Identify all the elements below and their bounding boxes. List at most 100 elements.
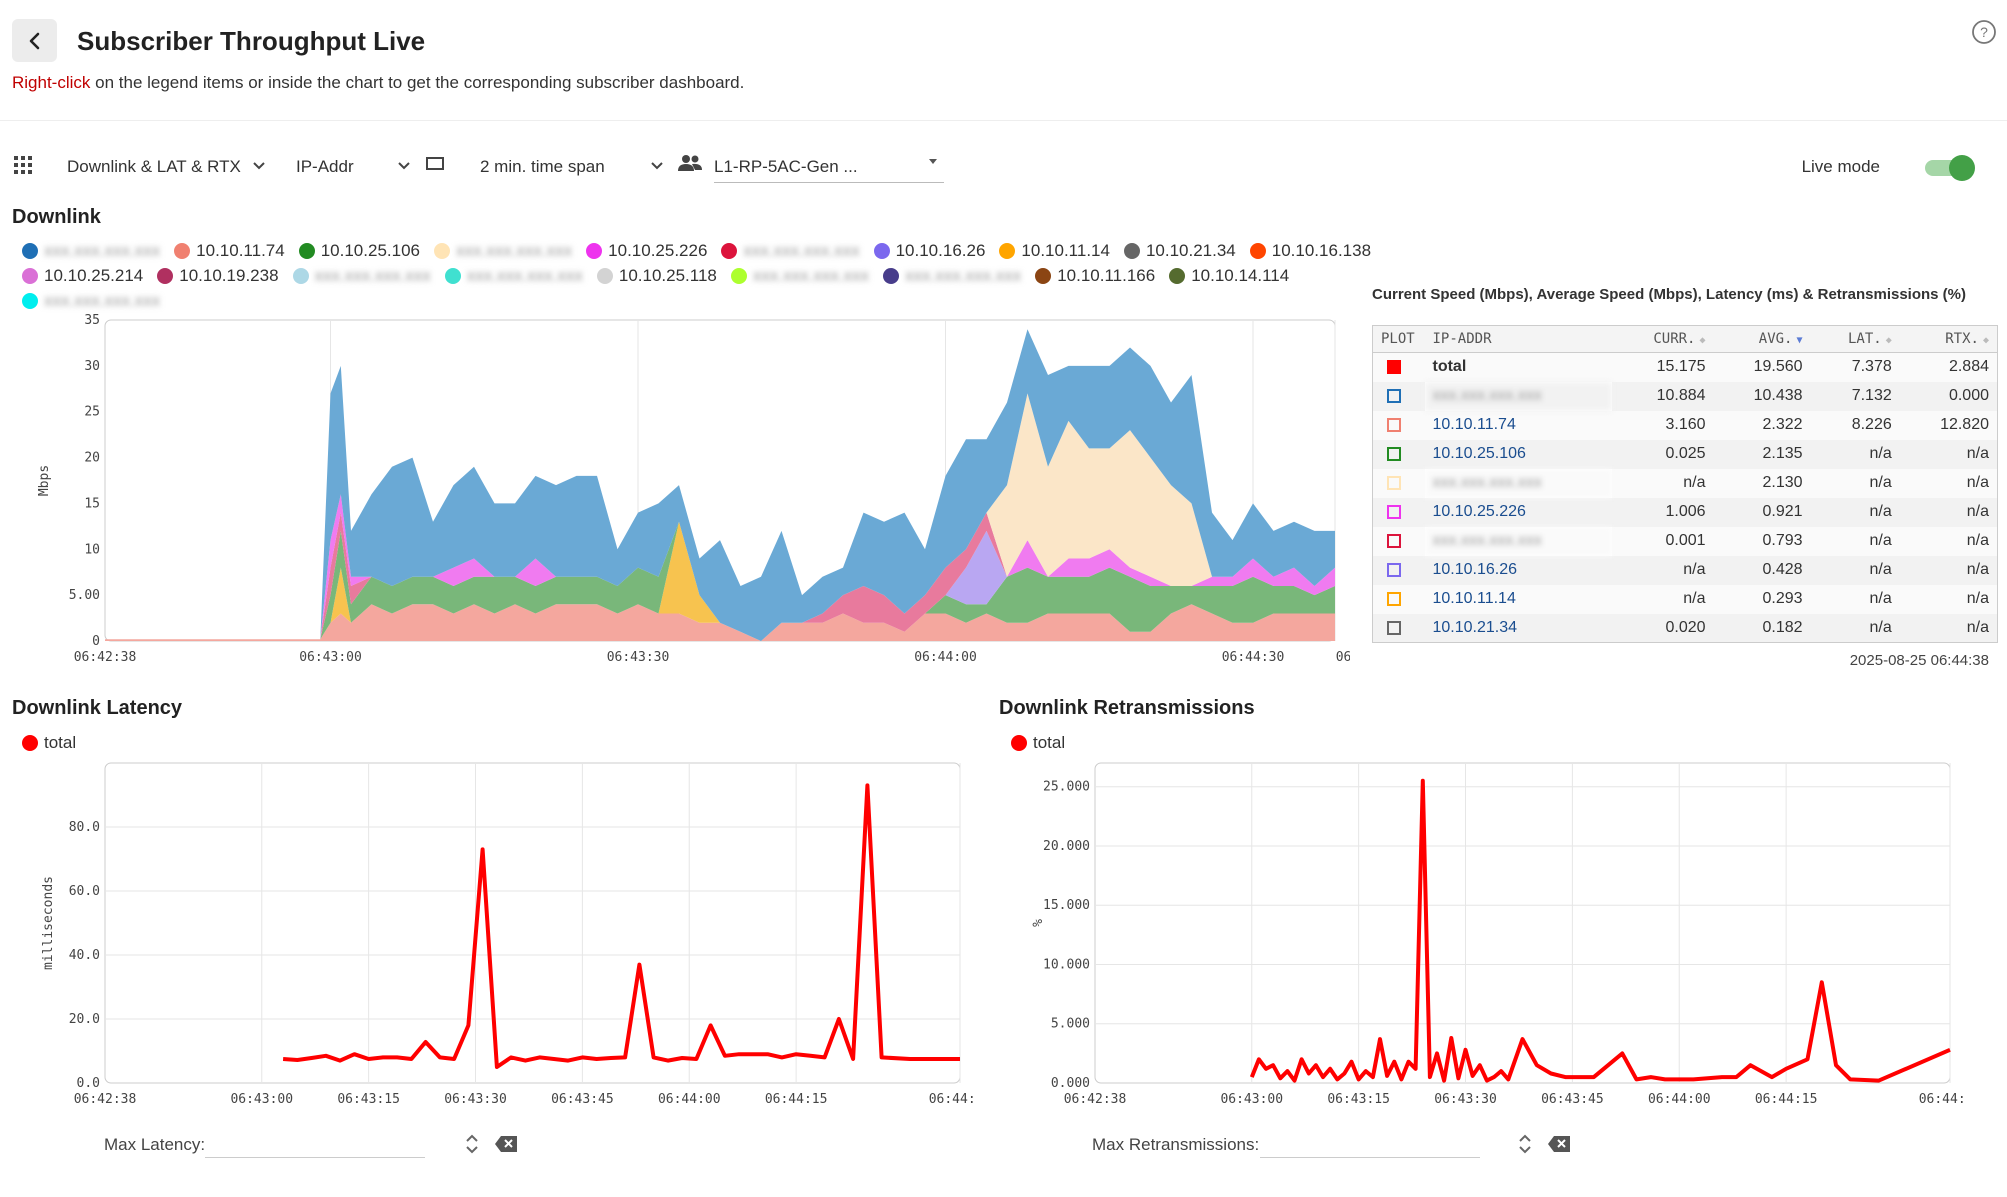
- sort-icon[interactable]: ◆: [1982, 335, 1989, 346]
- legend-item[interactable]: 10.10.25.118: [596, 266, 717, 286]
- table-row[interactable]: 10.10.11.74 3.160 2.322 8.226 12.820: [1372, 410, 1998, 440]
- legend-item[interactable]: 10.10.16.26: [873, 241, 986, 261]
- lat-cell: n/a: [1810, 439, 1900, 469]
- table-row[interactable]: 10.10.25.106 0.025 2.135 n/a n/a: [1372, 439, 1998, 469]
- y-tick-label: 35: [84, 313, 100, 328]
- ip-cell[interactable]: xxx.xxx.xxx.xxx: [1424, 381, 1612, 411]
- legend-item[interactable]: xxx.xxx.xxx.xxx: [433, 241, 572, 261]
- subscriber-group-select[interactable]: L1-RP-5AC-Gen ...: [714, 157, 858, 176]
- apps-grid-icon[interactable]: [14, 156, 32, 179]
- legend-item[interactable]: xxx.xxx.xxx.xxx: [444, 266, 583, 286]
- x-tick-label: 06:44:15: [765, 1092, 828, 1107]
- ip-cell[interactable]: xxx.xxx.xxx.xxx: [1424, 526, 1612, 556]
- ip-cell[interactable]: 10.10.21.34: [1424, 613, 1612, 643]
- ip-cell[interactable]: 10.10.11.74: [1424, 410, 1612, 440]
- col-curr[interactable]: CURR. ◆: [1611, 325, 1714, 353]
- legend-item[interactable]: xxx.xxx.xxx.xxx: [730, 266, 869, 286]
- plot-toggle[interactable]: [1387, 504, 1401, 519]
- legend-item[interactable]: 10.10.25.226: [586, 241, 707, 261]
- table-row[interactable]: 10.10.25.226 1.006 0.921 n/a n/a: [1372, 497, 1998, 527]
- legend-item[interactable]: 10.10.21.34: [1123, 241, 1236, 261]
- rtx-cell: n/a: [1899, 497, 1998, 527]
- legend-dot: [873, 243, 890, 259]
- legend-item[interactable]: xxx.xxx.xxx.xxx: [292, 266, 431, 286]
- ip-cell[interactable]: xxx.xxx.xxx.xxx: [1424, 468, 1612, 498]
- latency-chart[interactable]: 0.0 20.0 40.0 60.0 80.0 milliseconds 06:42:38 0…: [30, 750, 975, 1110]
- y-tick-label: 60.0: [69, 884, 100, 899]
- legend-label: 10.10.16.26: [895, 241, 986, 260]
- caret-down-icon[interactable]: [928, 158, 938, 166]
- legend-item[interactable]: 10.10.16.138: [1249, 241, 1371, 261]
- ip-cell[interactable]: 10.10.25.226: [1424, 497, 1612, 527]
- line-series: [282, 783, 960, 1069]
- table-row[interactable]: 10.10.16.26 n/a 0.428 n/a n/a: [1372, 555, 1998, 585]
- table-row[interactable]: 10.10.21.34 0.020 0.182 n/a n/a: [1372, 613, 1998, 643]
- col-plot[interactable]: PLOT: [1372, 325, 1425, 353]
- col-lat[interactable]: LAT. ◆: [1810, 325, 1900, 353]
- legend-item[interactable]: 10.10.11.166: [1035, 266, 1155, 286]
- col-rtx[interactable]: RTX. ◆: [1899, 325, 1998, 353]
- rtx-cell: n/a: [1899, 555, 1998, 585]
- legend-label: 10.10.25.118: [618, 266, 717, 285]
- chevron-down-icon[interactable]: [396, 158, 412, 174]
- plot-toggle[interactable]: [1387, 620, 1401, 635]
- stepper-icon[interactable]: [465, 1133, 479, 1155]
- legend-item[interactable]: 10.10.11.14: [999, 241, 1110, 261]
- table-row[interactable]: 10.10.11.14 n/a 0.293 n/a n/a: [1372, 584, 1998, 614]
- legend-item[interactable]: 10.10.25.214: [22, 266, 143, 286]
- ip-cell[interactable]: 10.10.11.14: [1424, 584, 1612, 614]
- help-icon[interactable]: ?: [1971, 19, 1997, 45]
- sort-icon[interactable]: ◆: [1885, 335, 1892, 346]
- x-tick-label: 06:42:38: [74, 1092, 137, 1107]
- plot-toggle[interactable]: [1387, 360, 1401, 375]
- legend-item[interactable]: xxx.xxx.xxx.xxx: [721, 241, 860, 261]
- back-button[interactable]: [12, 19, 57, 62]
- col-ip-addr[interactable]: IP-ADDR: [1424, 325, 1612, 353]
- stepper-icon[interactable]: [1518, 1133, 1532, 1155]
- max-latency-input[interactable]: [205, 1157, 425, 1158]
- legend-dot: [721, 243, 738, 259]
- table-row[interactable]: total 15.175 19.560 7.378 2.884: [1372, 352, 1998, 382]
- table-row[interactable]: xxx.xxx.xxx.xxx 10.884 10.438 7.132 0.000: [1372, 381, 1998, 411]
- downlink-legend-row-2: 10.10.25.214 10.10.19.238 xxx.xxx.xxx.xxx x…: [22, 266, 1303, 286]
- ip-cell[interactable]: 10.10.25.106: [1424, 439, 1612, 469]
- legend-item[interactable]: xxx.xxx.xxx.xxx: [22, 291, 160, 311]
- chevron-down-icon[interactable]: [251, 158, 267, 174]
- time-span-select[interactable]: 2 min. time span: [480, 157, 605, 176]
- retrans-legend[interactable]: total: [1011, 733, 1065, 753]
- sort-desc-icon[interactable]: ▼: [1796, 335, 1803, 346]
- live-mode-toggle[interactable]: [1923, 155, 1975, 181]
- latency-legend[interactable]: total: [22, 733, 76, 753]
- downlink-chart[interactable]: 0 5.00 10 15 20 25 30 35 Mbps 06:42:38 06:43:00 06:…: [30, 312, 1350, 667]
- ip-cell[interactable]: total: [1424, 352, 1612, 382]
- area-series: [105, 329, 1335, 641]
- metric-select[interactable]: Downlink & LAT & RTX: [67, 157, 241, 176]
- plot-toggle[interactable]: [1387, 562, 1401, 577]
- legend-label: xxx.xxx.xxx.xxx: [44, 241, 161, 260]
- ip-cell[interactable]: 10.10.16.26: [1424, 555, 1612, 585]
- plot-toggle[interactable]: [1387, 446, 1401, 461]
- legend-dot: [174, 243, 191, 259]
- plot-toggle[interactable]: [1387, 417, 1401, 432]
- plot-toggle[interactable]: [1387, 475, 1401, 490]
- col-avg[interactable]: AVG. ▼: [1713, 325, 1811, 353]
- legend-item[interactable]: 10.10.11.74: [174, 241, 285, 261]
- legend-item[interactable]: 10.10.25.106: [298, 241, 420, 261]
- legend-item[interactable]: 10.10.19.238: [157, 266, 279, 286]
- chevron-down-icon[interactable]: [649, 158, 665, 174]
- clear-icon[interactable]: [1547, 1135, 1571, 1153]
- max-retrans-input[interactable]: [1260, 1157, 1480, 1158]
- legend-item[interactable]: 10.10.14.114: [1169, 266, 1289, 286]
- plot-toggle[interactable]: [1387, 533, 1401, 548]
- table-row[interactable]: xxx.xxx.xxx.xxx 0.001 0.793 n/a n/a: [1372, 526, 1998, 556]
- retrans-chart[interactable]: 0.000 5.000 10.000 15.000 20.000 25.000% 06:42…: [1020, 750, 1965, 1110]
- legend-dot: [157, 268, 174, 284]
- plot-toggle[interactable]: [1387, 388, 1401, 403]
- legend-item[interactable]: xxx.xxx.xxx.xxx: [883, 266, 1021, 286]
- grouping-select[interactable]: IP-Addr: [296, 157, 354, 176]
- plot-toggle[interactable]: [1387, 591, 1401, 606]
- legend-item[interactable]: xxx.xxx.xxx.xxx: [22, 241, 160, 261]
- clear-icon[interactable]: [494, 1135, 518, 1153]
- sort-icon[interactable]: ◆: [1699, 335, 1706, 346]
- table-row[interactable]: xxx.xxx.xxx.xxx n/a 2.130 n/a n/a: [1372, 468, 1998, 498]
